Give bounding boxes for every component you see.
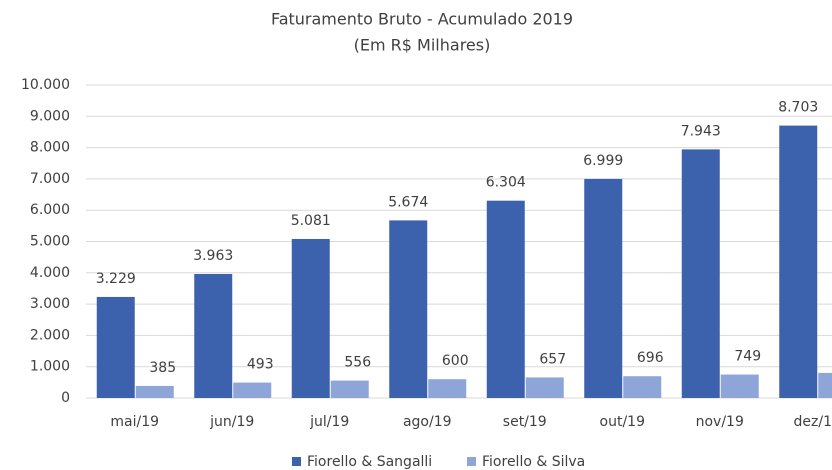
y-tick-label: 7.000 — [30, 171, 70, 187]
chart-subtitle: (Em R$ Milhares) — [354, 36, 491, 55]
data-label: 5.674 — [388, 194, 428, 210]
x-tick-label: out/19 — [600, 414, 645, 430]
data-label: 556 — [344, 355, 371, 371]
bar — [623, 376, 662, 398]
data-label: 6.304 — [486, 175, 526, 191]
bar — [818, 372, 832, 398]
data-label: 7.943 — [681, 123, 721, 139]
data-label: 493 — [247, 357, 274, 373]
data-label: 6.999 — [583, 153, 623, 169]
data-label: 749 — [734, 349, 761, 365]
y-tick-label: 0 — [61, 390, 70, 406]
bar — [779, 125, 818, 398]
bar — [330, 380, 369, 398]
bar — [233, 382, 272, 398]
x-tick-label: mai/19 — [110, 414, 159, 430]
bar — [720, 374, 759, 398]
data-label: 657 — [539, 351, 566, 367]
legend-label: Fiorello & Sangalli — [307, 454, 432, 470]
bar — [96, 296, 135, 398]
bar — [525, 377, 564, 398]
legend-swatch — [292, 457, 301, 466]
x-tick-label: dez/19 — [794, 414, 832, 430]
x-tick-label: jul/19 — [309, 414, 349, 430]
data-label: 696 — [637, 350, 664, 366]
y-tick-label: 6.000 — [30, 202, 70, 218]
bar — [681, 149, 720, 398]
bar — [291, 238, 330, 398]
legend-swatch — [467, 457, 476, 466]
x-tick-label: ago/19 — [403, 414, 452, 430]
chart-title: Faturamento Bruto - Acumulado 2019 — [271, 10, 573, 29]
bar — [135, 385, 174, 398]
bar — [194, 273, 233, 398]
x-tick-label: set/19 — [503, 414, 547, 430]
y-tick-label: 4.000 — [30, 265, 70, 281]
bar — [389, 220, 428, 398]
y-tick-label: 5.000 — [30, 234, 70, 250]
data-label: 600 — [442, 353, 469, 369]
y-tick-label: 9.000 — [30, 108, 70, 124]
x-tick-label: jun/19 — [209, 414, 254, 430]
data-label: 3.963 — [193, 248, 233, 264]
y-tick-label: 1.000 — [30, 359, 70, 375]
data-label: 8.703 — [778, 100, 818, 116]
legend-label: Fiorello & Silva — [482, 454, 585, 470]
x-tick-label: nov/19 — [696, 414, 744, 430]
y-tick-label: 8.000 — [30, 140, 70, 156]
y-tick-label: 2.000 — [30, 327, 70, 343]
data-label: 3.229 — [96, 271, 136, 287]
bar — [584, 178, 623, 398]
y-tick-label: 10.000 — [21, 77, 70, 93]
y-tick-label: 3.000 — [30, 296, 70, 312]
data-label: 385 — [149, 360, 176, 376]
data-label: 5.081 — [291, 213, 331, 229]
bar — [428, 379, 467, 398]
bar — [486, 200, 525, 398]
